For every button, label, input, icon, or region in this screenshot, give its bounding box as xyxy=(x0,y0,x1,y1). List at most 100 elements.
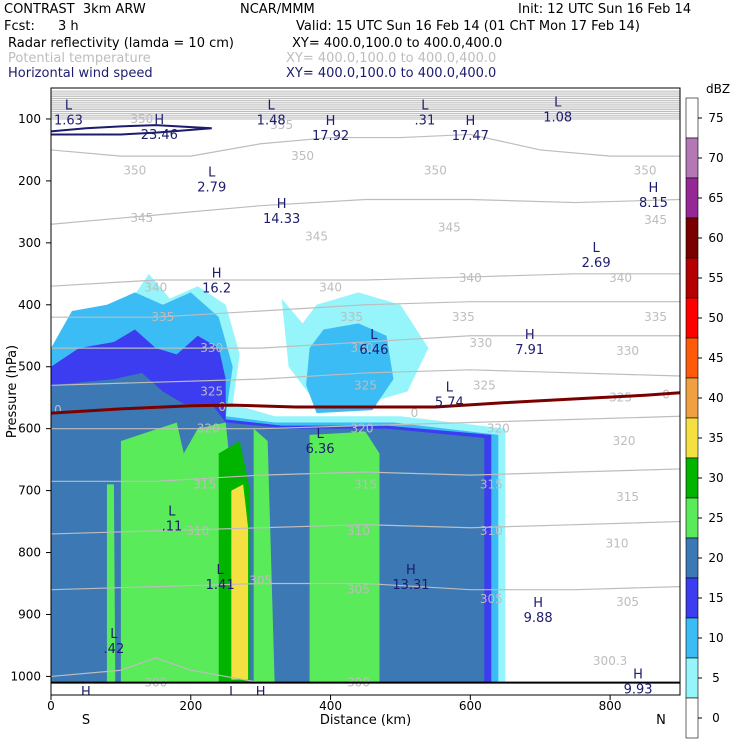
y-tick-label: 100 xyxy=(18,112,41,126)
theta-contour-label: 315 xyxy=(354,477,377,491)
extremum-marker: H9.93 xyxy=(624,667,653,697)
header-model: CONTRAST 3km ARW xyxy=(4,2,146,17)
extremum-marker: H9.88 xyxy=(524,596,553,626)
extremum-marker: L1.48 xyxy=(257,99,286,129)
reflectivity-region xyxy=(306,323,394,414)
colorbar-swatch xyxy=(685,297,699,339)
theta-contour-label: 330 xyxy=(469,336,492,350)
extremum-value: 1.48 xyxy=(257,114,286,129)
theta-contour-label: 340 xyxy=(459,271,482,285)
wind-speed-contour xyxy=(51,124,212,136)
colorbar-label: 60 xyxy=(708,231,723,245)
extremum-value: 7.91 xyxy=(515,343,544,358)
header-valid: Valid: 15 UTC Sun 16 Feb 14 (01 ChT Mon … xyxy=(296,19,640,34)
extremum-kind: H xyxy=(256,685,266,700)
extremum-marker: L29 xyxy=(229,685,237,700)
y-tick-label: 400 xyxy=(18,298,41,312)
reflectivity-region xyxy=(309,431,380,683)
header-fcst-value: 3 h xyxy=(58,19,79,34)
theta-contour-label: 345 xyxy=(644,213,667,227)
colorbar-label: 25 xyxy=(708,511,723,525)
theta-contour-label: 340 xyxy=(609,271,632,285)
theta-contour-label: 325 xyxy=(200,385,223,399)
y-tick-label: 300 xyxy=(18,236,41,250)
extremum-marker: H7.91 xyxy=(515,328,544,358)
theta-contour-label: 305 xyxy=(347,583,370,597)
extremum-value: 9.93 xyxy=(624,682,653,697)
extremum-kind: L xyxy=(229,685,237,700)
theta-contour-line xyxy=(51,369,680,386)
colorbar-swatch xyxy=(685,657,699,699)
extremum-value: 14.33 xyxy=(263,212,300,227)
theta-contour-label: 345 xyxy=(438,220,461,234)
colorbar-swatch xyxy=(685,137,699,179)
colorbar-swatch xyxy=(685,417,699,459)
theta-contour-label: 350 xyxy=(123,163,146,177)
x-tick-label: 800 xyxy=(599,699,622,713)
extremum-marker: L1.41 xyxy=(206,563,235,593)
theta-contour-label: 310 xyxy=(480,524,503,538)
theta-contour-label: 335 xyxy=(644,310,667,324)
colorbar-label: 30 xyxy=(708,471,723,485)
extremum-kind: L xyxy=(217,563,225,578)
colorbar-label: 20 xyxy=(708,551,723,565)
theta-contour-label: 300.3 xyxy=(593,654,627,668)
field3-xy: XY= 400.0,100.0 to 400.0,400.0 xyxy=(286,66,497,81)
extremum-value: 2.79 xyxy=(197,181,226,196)
extremum-value: 6.46 xyxy=(359,343,388,358)
extremum-kind: H xyxy=(81,685,91,700)
theta-contour-label: 340 xyxy=(144,280,167,294)
extremum-marker: H17.92 xyxy=(312,114,349,144)
colorbar-swatch xyxy=(685,617,699,659)
extremum-value: .31 xyxy=(415,114,436,129)
theta-contour-line xyxy=(51,657,261,684)
y-tick-label: 200 xyxy=(18,174,41,188)
theta-contour-label: 320 xyxy=(197,422,220,436)
extremum-value: .42 xyxy=(104,642,125,657)
freezing-level-line xyxy=(51,391,680,415)
colorbar-label: 15 xyxy=(708,591,723,605)
extremum-value: 8.15 xyxy=(639,196,668,211)
extremum-marker: L6.46 xyxy=(359,328,388,358)
colorbar-swatch xyxy=(685,177,699,219)
extremum-kind: L xyxy=(268,99,276,114)
theta-contour-label: 355 xyxy=(270,118,293,132)
theta-contour-label: 325 xyxy=(354,378,377,392)
colorbar-swatch xyxy=(685,457,699,499)
extremum-marker: L1.08 xyxy=(543,96,572,126)
colorbar-swatch xyxy=(685,97,699,139)
extremum-marker: L6.36 xyxy=(306,427,335,457)
theta-contour-label: 325 xyxy=(473,378,496,392)
header-fcst-label: Fcst: xyxy=(4,19,35,34)
extremum-kind: H xyxy=(154,113,164,128)
theta-contour-label: 335 xyxy=(452,310,475,324)
theta-contour-label: 330 xyxy=(200,341,223,355)
extremum-kind: H xyxy=(525,328,535,343)
extremum-value: 23.46 xyxy=(141,128,178,143)
extremum-kind: L xyxy=(110,627,118,642)
extremum-value: 17.92 xyxy=(312,129,349,144)
extremum-kind: L xyxy=(421,99,429,114)
extremum-marker: H14.33 xyxy=(263,197,300,227)
theta-contour-line xyxy=(51,335,680,349)
extremum-marker: H8.15 xyxy=(639,181,668,211)
extremum-marker: L.11 xyxy=(162,504,183,534)
theta-contour-line xyxy=(51,415,680,430)
field2-name: Potential temperature xyxy=(8,51,151,66)
field1-xy: XY= 400.0,100.0 to 400.0,400.0 xyxy=(292,36,503,51)
x-tick-label: 200 xyxy=(179,699,202,713)
theta-contour-label: 315 xyxy=(616,490,639,504)
theta-contour-label: 310 xyxy=(606,536,629,550)
y-tick-label: 700 xyxy=(18,484,41,498)
y-tick-label: 500 xyxy=(18,360,41,374)
extremum-kind: L xyxy=(168,504,176,519)
x-tick-label: 600 xyxy=(459,699,482,713)
colorbar-label: 40 xyxy=(708,391,723,405)
x-axis-label: Distance (km) xyxy=(320,713,411,728)
colorbar-swatch xyxy=(685,497,699,539)
colorbar-label: 65 xyxy=(708,191,723,205)
theta-contour-label: 305 xyxy=(616,595,639,609)
extremum-marker: L.42 xyxy=(104,627,125,657)
extremum-kind: H xyxy=(649,181,659,196)
extremum-marker: H2.07 xyxy=(81,685,91,700)
